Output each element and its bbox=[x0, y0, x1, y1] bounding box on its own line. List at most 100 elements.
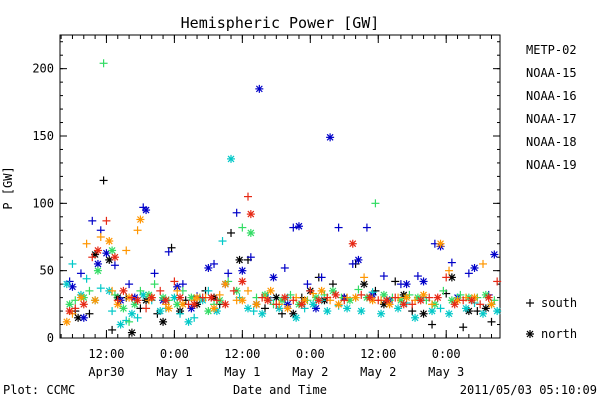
data-point-south bbox=[289, 223, 298, 232]
data-point-north bbox=[235, 255, 244, 264]
plot-source-label: Plot: CCMC bbox=[3, 383, 75, 397]
y-tick-label: 0 bbox=[47, 331, 54, 345]
data-point-north bbox=[269, 273, 278, 282]
data-point-north bbox=[436, 239, 445, 248]
data-point-north bbox=[289, 309, 298, 318]
data-point-north bbox=[377, 309, 386, 318]
data-point-north bbox=[65, 307, 74, 316]
data-point-north bbox=[176, 293, 185, 302]
series-noaa-19 bbox=[65, 192, 502, 316]
data-point-south bbox=[479, 259, 488, 268]
data-point-south bbox=[122, 246, 131, 255]
data-point-south bbox=[459, 296, 468, 305]
data-point-south bbox=[210, 259, 219, 268]
data-point-south bbox=[340, 296, 349, 305]
data-point-north bbox=[62, 280, 71, 289]
data-point-south bbox=[303, 280, 312, 289]
data-point-south bbox=[439, 286, 448, 295]
data-point-south bbox=[108, 286, 117, 295]
data-point-north bbox=[116, 320, 125, 329]
y-axis: 0 50 100 150 200 bbox=[32, 41, 500, 345]
data-point-north bbox=[184, 317, 193, 326]
data-point-south bbox=[110, 261, 119, 270]
data-point-north bbox=[365, 293, 374, 302]
data-point-north bbox=[136, 215, 145, 224]
data-point-south bbox=[323, 293, 332, 302]
data-point-north bbox=[190, 300, 199, 309]
data-point-south bbox=[96, 233, 105, 241]
data-point-south bbox=[85, 286, 94, 295]
data-point-south bbox=[232, 208, 241, 217]
data-point-north bbox=[246, 210, 255, 219]
data-point-south bbox=[289, 296, 298, 305]
data-point-south bbox=[133, 313, 142, 322]
data-point-north bbox=[263, 296, 272, 305]
data-point-north bbox=[323, 307, 332, 316]
data-point-south bbox=[436, 304, 445, 313]
data-point-north bbox=[402, 293, 411, 302]
marker-key-label: north bbox=[541, 327, 577, 341]
data-point-north bbox=[354, 255, 363, 264]
marker-key: south north bbox=[526, 296, 577, 341]
data-point-north bbox=[119, 304, 128, 313]
data-point-south bbox=[413, 272, 422, 281]
data-point-south bbox=[244, 286, 253, 295]
data-point-north bbox=[76, 293, 85, 302]
x-axis: 12:00 Apr30 0:00 May 1 12:00 May 1 0:00 May 2 12… bbox=[60, 35, 493, 379]
data-point-south bbox=[428, 320, 437, 329]
data-point-south bbox=[442, 273, 451, 282]
data-point-north bbox=[255, 84, 264, 93]
x-tick-label-time: 0:00 bbox=[160, 347, 189, 361]
data-point-north bbox=[246, 228, 255, 237]
x-tick-label-date: May 2 bbox=[360, 365, 396, 379]
legend-entry: NOAA-19 bbox=[526, 158, 577, 172]
data-point-north bbox=[481, 304, 490, 313]
data-point-south bbox=[85, 309, 94, 318]
data-point-south bbox=[150, 269, 159, 278]
y-tick-label: 100 bbox=[32, 196, 54, 210]
data-point-north bbox=[445, 309, 454, 318]
data-point-south bbox=[244, 192, 253, 201]
data-point-south bbox=[110, 290, 119, 299]
data-point-south bbox=[113, 296, 122, 305]
x-tick-label-date: Apr30 bbox=[88, 365, 124, 379]
data-point-north bbox=[105, 237, 114, 246]
data-point-south bbox=[142, 304, 151, 313]
data-point-south bbox=[360, 273, 369, 282]
data-point-north bbox=[309, 300, 318, 309]
data-point-south bbox=[99, 59, 108, 68]
data-point-south bbox=[190, 313, 199, 322]
data-point-south bbox=[354, 285, 363, 294]
data-point-north bbox=[173, 282, 182, 291]
data-point-north bbox=[314, 296, 323, 305]
data-point-north bbox=[411, 313, 420, 322]
data-point-south bbox=[167, 243, 176, 252]
data-point-north bbox=[326, 133, 335, 142]
y-tick-label: 50 bbox=[40, 264, 54, 278]
timestamp-label: 2011/05/03 05:10:09 bbox=[460, 383, 597, 397]
data-point-north bbox=[300, 296, 309, 305]
data-point-south bbox=[428, 300, 437, 309]
data-point-south bbox=[371, 199, 380, 208]
data-point-north bbox=[119, 286, 128, 295]
data-point-north bbox=[258, 309, 267, 318]
data-point-north bbox=[91, 296, 100, 305]
data-point-south bbox=[102, 216, 111, 225]
data-point-south bbox=[374, 296, 383, 305]
data-point-south bbox=[348, 259, 357, 268]
x-tick-label-date: May 2 bbox=[292, 365, 328, 379]
data-point-north bbox=[170, 293, 179, 302]
data-point-north bbox=[147, 293, 156, 302]
data-point-south bbox=[238, 223, 247, 232]
data-point-north bbox=[297, 300, 306, 309]
legend-entry: NOAA-16 bbox=[526, 89, 577, 103]
marker-key-label: south bbox=[541, 296, 577, 310]
data-point-south bbox=[198, 293, 207, 302]
data-point-north bbox=[113, 300, 122, 309]
chart-title: Hemispheric Power [GW] bbox=[181, 14, 380, 32]
data-point-south bbox=[215, 290, 224, 299]
data-point-south bbox=[334, 223, 343, 232]
data-point-south bbox=[96, 284, 105, 293]
x-tick-label-date: May 1 bbox=[224, 365, 260, 379]
x-tick-label-date: May 3 bbox=[428, 365, 464, 379]
